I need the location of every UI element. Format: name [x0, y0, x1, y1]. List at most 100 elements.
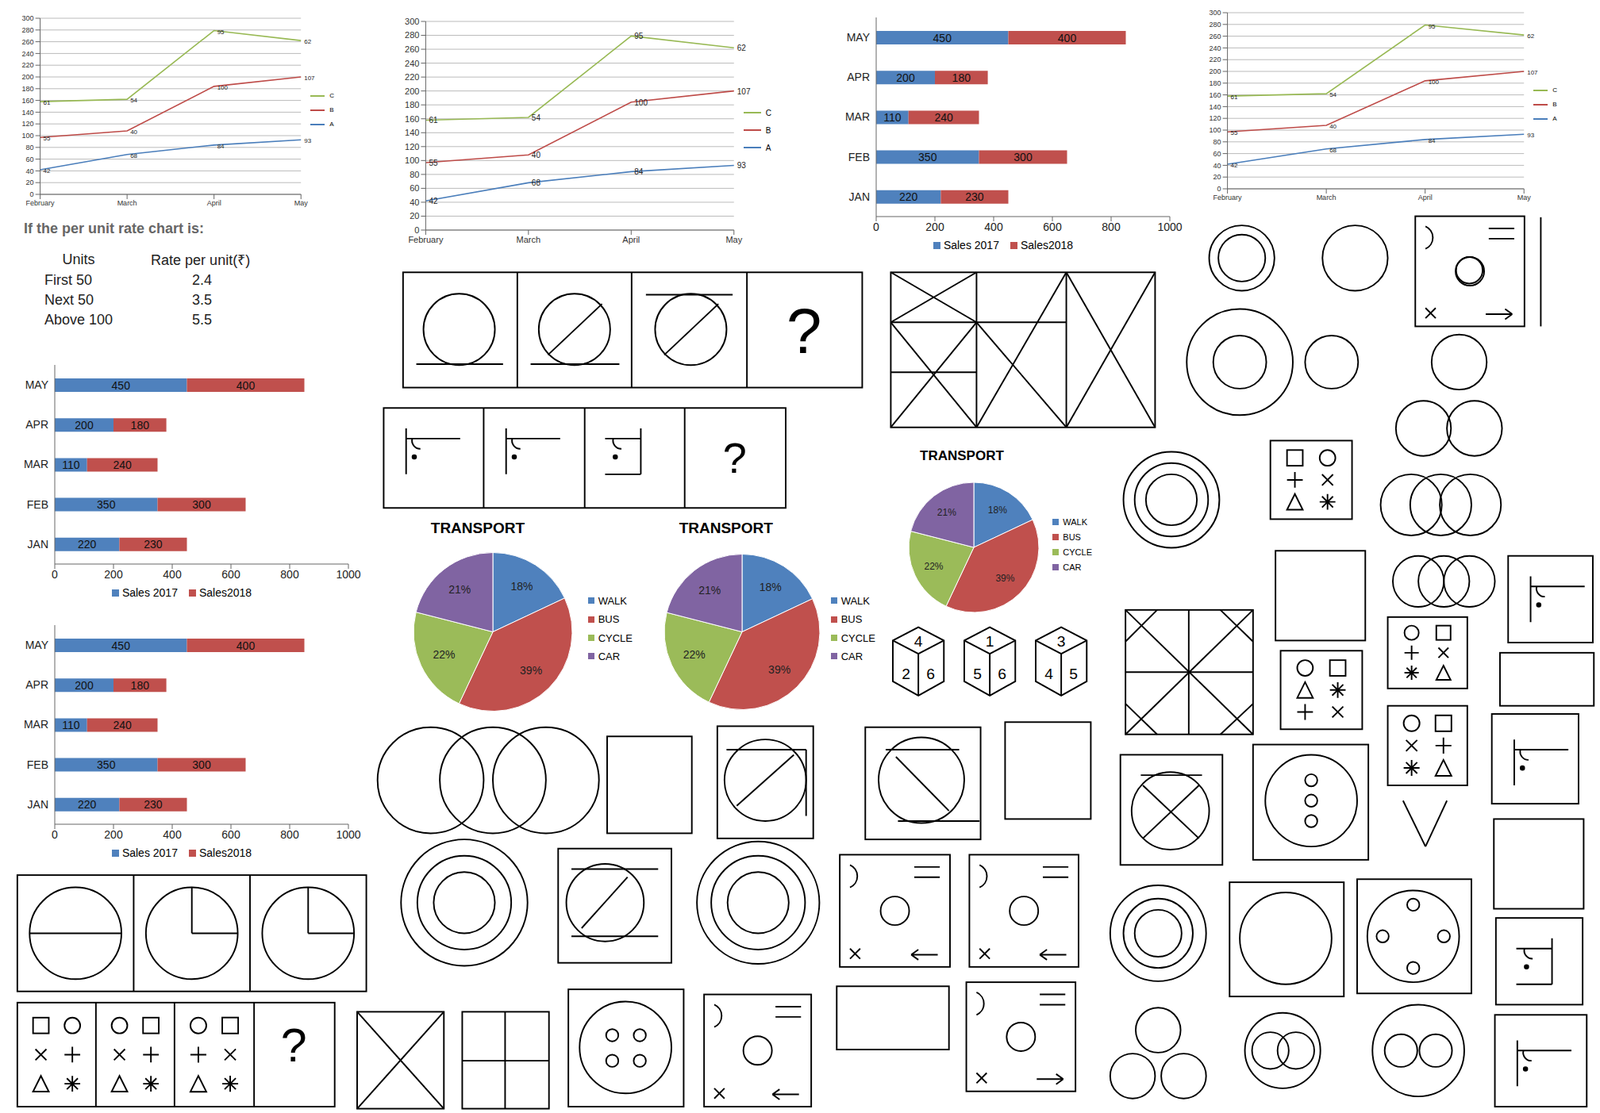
svg-text:100: 100 — [22, 131, 35, 140]
svg-text:54: 54 — [1329, 91, 1337, 99]
svg-text:180: 180 — [404, 100, 420, 110]
svg-text:42: 42 — [1230, 161, 1239, 170]
svg-text:JAN: JAN — [27, 798, 49, 812]
svg-text:?: ? — [280, 1019, 308, 1073]
svg-text:MAR: MAR — [23, 718, 49, 731]
svg-text:140: 140 — [22, 108, 35, 117]
svg-text:21%: 21% — [937, 507, 957, 519]
svg-text:0: 0 — [51, 828, 58, 842]
svg-text:APR: APR — [25, 678, 49, 692]
svg-text:120: 120 — [1209, 114, 1222, 123]
svg-text:40: 40 — [531, 150, 542, 160]
svg-text:39%: 39% — [995, 573, 1015, 585]
svg-text:May: May — [725, 234, 743, 245]
svg-text:300: 300 — [192, 498, 212, 512]
svg-text:95: 95 — [217, 28, 225, 36]
svg-text:FEB: FEB — [848, 150, 870, 164]
svg-text:42: 42 — [428, 196, 439, 206]
svg-text:80: 80 — [409, 169, 420, 180]
svg-text:22%: 22% — [924, 561, 944, 573]
svg-text:February: February — [26, 199, 56, 208]
svg-text:55: 55 — [428, 158, 439, 168]
svg-text:160: 160 — [22, 96, 35, 105]
svg-text:84: 84 — [634, 167, 644, 177]
svg-text:220: 220 — [404, 72, 420, 82]
svg-text:1: 1 — [985, 633, 995, 650]
svg-text:MAR: MAR — [845, 110, 870, 124]
svg-text:140: 140 — [1209, 103, 1222, 112]
svg-text:93: 93 — [737, 161, 747, 170]
svg-text:FEB: FEB — [26, 498, 49, 512]
svg-text:230: 230 — [143, 798, 163, 812]
svg-text:400: 400 — [236, 379, 256, 393]
svg-text:600: 600 — [1042, 220, 1062, 234]
svg-text:93: 93 — [303, 137, 312, 145]
svg-text:220: 220 — [899, 190, 919, 204]
svg-text:5: 5 — [973, 665, 982, 683]
svg-text:160: 160 — [1209, 91, 1222, 100]
svg-text:0: 0 — [414, 225, 420, 235]
svg-text:March: March — [516, 234, 542, 245]
svg-text:93: 93 — [1526, 131, 1535, 139]
svg-text:1000: 1000 — [335, 828, 361, 842]
svg-text:61: 61 — [1230, 93, 1239, 101]
svg-text:800: 800 — [280, 568, 300, 581]
svg-text:54: 54 — [531, 113, 542, 123]
svg-text:200: 200 — [1209, 67, 1222, 76]
svg-text:220: 220 — [77, 798, 97, 812]
svg-text:?: ? — [786, 296, 822, 367]
svg-text:3: 3 — [1057, 633, 1066, 650]
svg-text:84: 84 — [1428, 137, 1436, 145]
svg-text:68: 68 — [130, 152, 138, 160]
svg-text:0: 0 — [1217, 184, 1222, 193]
svg-text:55: 55 — [1230, 129, 1239, 137]
svg-text:400: 400 — [162, 828, 182, 842]
svg-text:800: 800 — [280, 828, 300, 842]
svg-text:280: 280 — [22, 26, 35, 35]
svg-text:40: 40 — [1213, 161, 1222, 170]
svg-text:18%: 18% — [510, 580, 533, 593]
svg-text:39%: 39% — [519, 664, 543, 677]
svg-text:JAN: JAN — [27, 538, 49, 551]
svg-text:107: 107 — [737, 87, 751, 97]
svg-text:22%: 22% — [683, 648, 706, 662]
svg-text:62: 62 — [737, 43, 747, 53]
svg-text:100: 100 — [1209, 126, 1222, 135]
svg-text:39%: 39% — [768, 663, 791, 677]
svg-text:400: 400 — [1057, 31, 1077, 45]
svg-text:180: 180 — [952, 71, 972, 85]
svg-text:95: 95 — [634, 31, 644, 41]
svg-text:240: 240 — [1209, 44, 1222, 53]
svg-text:4: 4 — [914, 633, 924, 650]
svg-text:200: 200 — [103, 828, 124, 842]
svg-text:?: ? — [723, 434, 747, 482]
svg-text:240: 240 — [112, 458, 132, 472]
svg-text:300: 300 — [1209, 8, 1222, 17]
svg-text:600: 600 — [221, 828, 241, 842]
svg-text:62: 62 — [303, 38, 312, 46]
svg-text:6: 6 — [926, 665, 935, 683]
svg-text:4: 4 — [1044, 665, 1054, 683]
svg-text:60: 60 — [1213, 150, 1222, 158]
svg-text:May: May — [1517, 193, 1532, 202]
svg-text:60: 60 — [26, 155, 35, 164]
svg-text:February: February — [407, 234, 444, 245]
svg-text:March: March — [1316, 193, 1337, 202]
svg-text:280: 280 — [404, 30, 420, 40]
svg-text:400: 400 — [236, 639, 256, 653]
svg-text:FEB: FEB — [26, 758, 49, 772]
svg-text:280: 280 — [1209, 20, 1222, 29]
svg-text:40: 40 — [409, 197, 420, 208]
svg-text:APR: APR — [846, 70, 870, 84]
svg-text:April: April — [207, 199, 222, 208]
svg-text:18%: 18% — [988, 504, 1008, 516]
svg-text:0: 0 — [51, 568, 58, 581]
svg-text:240: 240 — [404, 58, 420, 69]
svg-text:May: May — [294, 199, 309, 208]
svg-text:20: 20 — [26, 178, 35, 187]
svg-text:220: 220 — [22, 61, 35, 70]
svg-text:300: 300 — [192, 758, 212, 772]
svg-text:68: 68 — [1329, 146, 1337, 154]
svg-text:200: 200 — [103, 568, 124, 581]
svg-text:120: 120 — [22, 119, 35, 128]
